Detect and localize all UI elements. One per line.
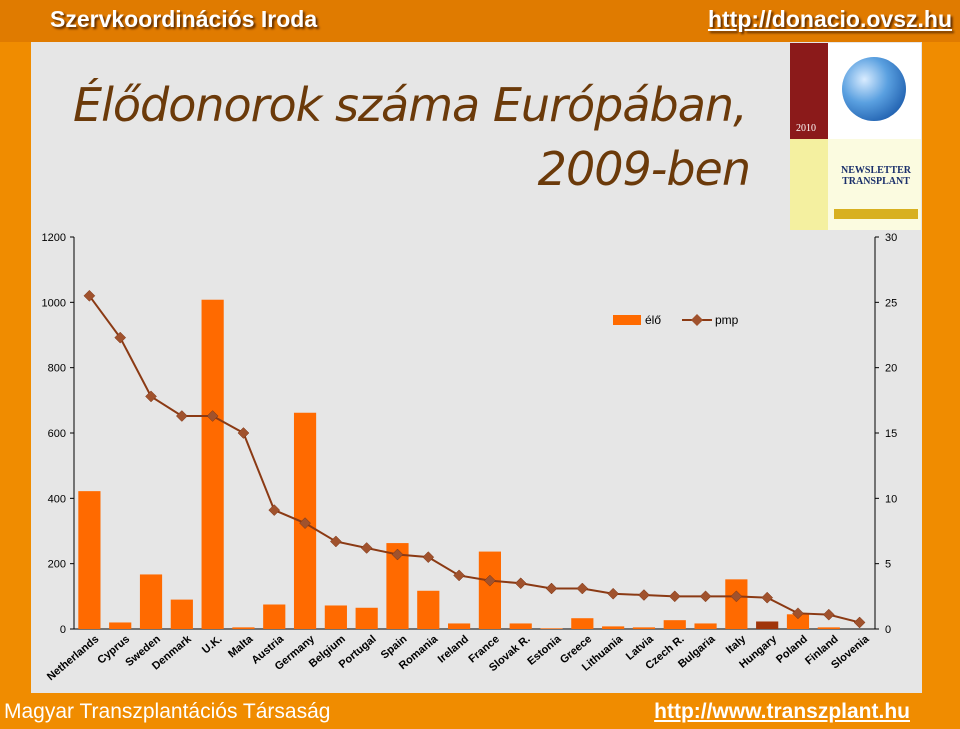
header-bar: Szervkoordinációs Iroda http://donacio.o… [0,0,960,42]
newsletter-year: 2010 [796,123,816,134]
pmp-point [83,289,96,302]
y-left-tick-label: 0 [60,624,66,636]
sponsor-logos-strip [834,209,918,219]
footer-url-link[interactable]: http://www.transzplant.hu [654,700,910,723]
x-tick-label: Italy [724,633,749,657]
y-right-tick-label: 10 [885,493,897,505]
bar [109,622,132,629]
pmp-point [822,608,835,621]
y-left-tick-label: 600 [48,428,66,440]
pmp-point [453,569,465,582]
x-tick-label: U.K. [200,633,225,656]
y-left-tick-label: 1000 [42,297,66,309]
pmp-point [360,542,373,554]
pmp-point [607,587,619,600]
x-tick-label: Ireland [436,633,471,665]
chart-axes [70,236,879,630]
y-right-tick-label: 25 [885,297,897,309]
pmp-point [668,590,681,603]
pmp-point [330,535,342,548]
pmp-point [484,574,496,587]
council-logo-panel [790,139,828,230]
bar [786,614,810,629]
bar [78,491,101,629]
slide-title-line2: 2009-ben [537,142,751,196]
bar [540,628,563,629]
legend-bar-label: élő [645,313,661,327]
legend: élő pmp [613,313,739,327]
globe-icon [842,57,906,121]
y-right-tick-label: 15 [885,428,897,440]
y-right-tick-label: 0 [885,624,891,636]
pmp-point [422,551,435,563]
bar [263,604,286,629]
pmp-point [145,390,157,403]
pmp-point [699,590,712,603]
org-name: Szervkoordinációs Iroda [50,6,318,32]
y-right-tick-label: 30 [885,232,897,244]
slide-title-line1: Élődonorok száma Európában, [73,78,748,132]
pmp-point [638,589,650,601]
y-left-tick-label: 1200 [42,232,66,244]
footer-society: Magyar Transzplantációs Társaság [4,700,331,723]
bar [355,607,378,629]
pmp-point [268,504,281,516]
pmp-point [237,427,250,439]
bar [170,599,193,629]
bar [139,574,163,629]
legend-line-marker [691,314,703,326]
pmp-point [576,582,589,595]
bar [663,620,686,629]
pmp-point [206,410,219,422]
tick-labels-group: 0 200 400 600 800 1000 1200 0 5 10 15 20 25 30 Netherl… [42,232,898,683]
pmp-point [299,517,311,530]
pmp-point [514,577,527,590]
bar [201,299,224,629]
bar [417,590,440,629]
bar [478,551,501,629]
bar [632,627,656,629]
legend-line-label: pmp [715,313,739,327]
x-tick-label: Estonia [525,633,564,668]
bar [448,623,471,629]
bar [602,626,625,629]
bar [571,618,594,629]
pmp-line-group [83,289,866,629]
bar [386,543,409,629]
pmp-point [761,591,774,604]
bar [509,623,532,629]
pmp-point [114,331,127,344]
bar [725,579,748,629]
y-left-tick-label: 200 [48,559,66,571]
newsletter-cover-image: 2010 NEWSLETTER TRANSPLANT [790,43,921,230]
x-tick-label: Netherlands [45,633,101,683]
pmp-point [175,410,188,422]
pmp-point [853,616,866,629]
bar [324,605,347,629]
newsletter-title: NEWSLETTER TRANSPLANT [840,165,912,187]
pmp-point [792,607,804,620]
legend-bar-swatch [613,315,641,325]
y-right-tick-label: 5 [885,559,891,571]
y-left-tick-label: 800 [48,363,66,375]
y-left-tick-label: 400 [48,493,66,505]
bar [817,627,840,629]
pmp-point [391,548,404,561]
bar [232,627,255,629]
slide-panel: Élődonorok száma Európában, 2009-ben [31,42,922,693]
pmp-point [545,582,558,595]
org-url-link[interactable]: http://donacio.ovsz.hu [707,6,952,32]
bar [694,623,717,629]
pmp-point [730,590,743,603]
y-right-tick-label: 20 [885,363,897,375]
bar [756,621,779,629]
